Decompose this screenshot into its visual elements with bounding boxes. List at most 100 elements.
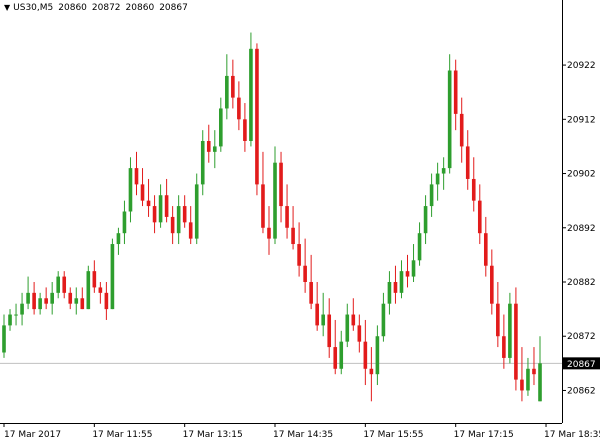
candle-body <box>219 108 223 147</box>
x-axis: 17 Mar 2017 17 Mar 11:55 17 Mar 13:15 17 Ma… <box>3 423 600 440</box>
candle <box>92 260 97 293</box>
candle-body <box>291 227 295 245</box>
candle <box>526 357 530 396</box>
candle-body <box>188 222 193 239</box>
candle-body <box>357 325 362 342</box>
candle <box>80 287 85 310</box>
candle <box>20 292 24 326</box>
candle-body <box>182 206 187 223</box>
candle <box>44 287 48 310</box>
candle <box>14 303 18 326</box>
candle-body <box>86 271 91 310</box>
candle <box>508 292 512 364</box>
candle <box>459 97 464 163</box>
candle <box>188 206 193 245</box>
candle-body <box>56 276 61 293</box>
candle <box>357 314 362 353</box>
candle-body <box>255 48 259 185</box>
candle-body <box>429 184 434 207</box>
x-tick-label: 17 Mar 17:15 <box>454 430 514 440</box>
open-value: 20860 <box>58 3 87 13</box>
high-value: 20872 <box>91 3 121 13</box>
candle-body <box>267 227 271 239</box>
candle <box>423 195 428 245</box>
candle-body <box>483 233 488 266</box>
candle <box>104 282 109 320</box>
candle-body <box>134 168 139 185</box>
candle-body <box>405 271 410 277</box>
candle <box>309 254 313 310</box>
candle <box>158 184 163 228</box>
candle-body <box>206 141 211 152</box>
candle-body <box>339 341 344 369</box>
candle-body <box>321 314 325 326</box>
candle-body <box>194 184 199 239</box>
current-price-box <box>563 357 600 370</box>
candle-body <box>146 200 151 207</box>
candle-body <box>92 271 97 288</box>
candle <box>194 173 199 245</box>
candle-body <box>441 168 446 174</box>
candle <box>26 276 30 310</box>
candle <box>243 103 247 152</box>
candle <box>255 43 259 196</box>
candle-body <box>14 314 18 316</box>
candle <box>212 130 217 169</box>
candle <box>351 298 356 331</box>
low-value: 20860 <box>125 3 155 13</box>
candle <box>176 195 181 245</box>
candle-body <box>231 75 235 98</box>
candle <box>98 282 103 304</box>
candle-body <box>514 303 518 380</box>
candle-body <box>333 347 338 369</box>
candle-body <box>152 206 157 223</box>
candle <box>405 254 410 288</box>
candle-body <box>520 379 524 391</box>
candle <box>249 32 253 147</box>
candle-body <box>399 271 404 293</box>
candle-body <box>423 206 428 234</box>
candle-body <box>62 276 67 293</box>
candle-body <box>68 292 73 304</box>
candle-body <box>212 146 217 152</box>
candle <box>8 309 12 331</box>
candle <box>86 265 91 310</box>
candle-body <box>303 265 307 282</box>
candles-layer <box>2 32 542 402</box>
candle-body <box>279 162 283 207</box>
candle-body <box>116 233 121 245</box>
candle <box>375 325 380 386</box>
candle <box>267 206 271 255</box>
y-tick-label: 20872 <box>567 332 596 342</box>
y-tick-label: 20862 <box>567 386 596 396</box>
candle <box>164 178 169 223</box>
close-value: 20867 <box>159 3 188 13</box>
candle <box>134 151 139 196</box>
candle-body <box>98 287 103 293</box>
plot-frame <box>0 0 563 424</box>
candle <box>56 271 61 299</box>
candle <box>381 292 386 342</box>
x-tick-label: 17 Mar 2017 <box>4 430 61 440</box>
candle <box>279 151 283 223</box>
triangle-down-icon[interactable]: ▼ <box>4 3 11 12</box>
candle <box>128 157 133 223</box>
candle <box>520 347 524 402</box>
candle-body <box>526 368 530 391</box>
candle-body <box>38 298 42 310</box>
candle <box>50 282 54 315</box>
candle <box>429 173 434 217</box>
candle-body <box>122 211 127 234</box>
candle-body <box>44 298 48 304</box>
candle <box>345 303 350 348</box>
candle-body <box>363 341 368 369</box>
candle-body <box>128 168 133 212</box>
candle <box>68 287 73 310</box>
candle <box>490 249 494 315</box>
candle <box>225 54 229 120</box>
candle <box>435 162 440 201</box>
candle-body <box>261 184 265 228</box>
candle <box>502 314 506 369</box>
candle <box>122 200 127 245</box>
